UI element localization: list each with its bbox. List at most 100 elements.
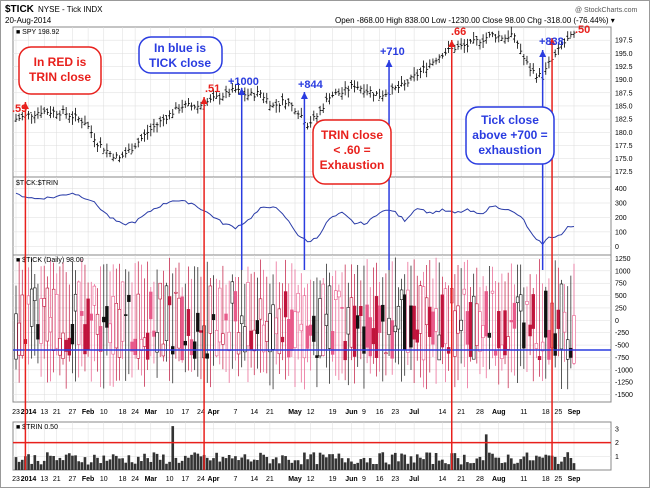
tick-body-174: [559, 283, 564, 350]
tick-body-0: [14, 313, 18, 360]
tick-body-28: [102, 316, 106, 323]
trin-bar-20: [77, 461, 81, 470]
mid-xtick-6: 10: [100, 409, 108, 416]
trin-bar-88: [290, 462, 294, 470]
tick-body-37: [130, 341, 134, 352]
tick-daily-panel: ■ $TICK (Daily) 98.00 1250 1000 750 500 250 0…: [12, 254, 633, 403]
trin-bar-59: [199, 456, 203, 470]
bot-xtick-31: 25: [554, 476, 562, 483]
trin-bar-58: [196, 453, 200, 470]
tick-body-86: [283, 291, 288, 318]
tick-body-66: [221, 333, 225, 345]
tick-body-27: [98, 326, 103, 352]
mid-xtick-24: Jul: [409, 409, 419, 416]
tick-body-141: [456, 305, 460, 334]
trin-bar-150: [484, 434, 488, 470]
trin-bar-27: [99, 463, 102, 470]
blue-box-1-frame: [138, 36, 223, 74]
red-box-2-line-1: TRIN close: [321, 128, 383, 142]
tick-body-82: [271, 304, 275, 350]
bot-xtick-7: 18: [119, 476, 127, 483]
trin-bar-12: [52, 456, 55, 470]
trin-bar-136: [441, 459, 444, 470]
spy-ytick-5: 185.0: [615, 103, 633, 110]
trin-bar-105: [343, 462, 347, 470]
tick-body-99: [324, 313, 329, 326]
ohlc-readout: Open -868.00 High 838.00 Low -1230.00 Cl…: [335, 16, 615, 25]
bot-xtick-6: 10: [100, 476, 108, 483]
trin-bar-62: [209, 460, 212, 470]
tick-body-125: [406, 289, 410, 353]
red-box-trin-close: In RED is TRIN close: [18, 46, 102, 95]
td-ytick-2: 750: [615, 281, 627, 288]
trin-bar-168: [541, 457, 544, 470]
tick-daily-candles: [14, 257, 576, 390]
tick-body-166: [534, 343, 539, 349]
tick-body-157: [506, 336, 510, 350]
trin-bar-140: [453, 453, 457, 470]
red-box-trin-exhaustion: TRIN close < .60 = Exhaustion: [312, 119, 392, 185]
trin-bar-130: [422, 459, 425, 470]
tick-body-31: [111, 296, 115, 355]
tick-body-147: [475, 303, 479, 346]
trin-bar-175: [563, 457, 566, 470]
bot-xtick-11: 17: [181, 476, 189, 483]
trin-bar-23: [86, 464, 90, 470]
spy-panel-label: ■ SPY 198.92: [16, 29, 60, 36]
trin-bar-148: [478, 456, 482, 470]
trin-bar-29: [105, 460, 109, 470]
trin-bar-46: [158, 459, 162, 470]
trin-bar-2: [20, 459, 24, 470]
mid-xtick-20: Jun: [345, 409, 357, 416]
mid-xtick-27: 28: [476, 409, 484, 416]
tick-body-89: [293, 311, 297, 349]
tick-body-19: [73, 293, 78, 312]
tick-body-58: [196, 312, 200, 332]
tick-body-26: [95, 313, 100, 335]
mid-xtick-12: 24: [197, 409, 205, 416]
tick-body-156: [503, 310, 507, 356]
mid-xtick-21: 9: [362, 409, 366, 416]
trin-bar-53: [180, 460, 184, 470]
bot-xtick-2: 13: [40, 476, 48, 483]
tick-body-23: [86, 298, 90, 350]
trin-bar-108: [353, 463, 356, 470]
tick-body-152: [490, 290, 495, 294]
trin-bar-28: [102, 455, 106, 470]
trin-bar-7: [36, 460, 40, 470]
trin-bar-109: [356, 462, 360, 470]
trin-bar-38: [133, 463, 137, 470]
trin-bar-114: [372, 464, 375, 470]
tick-body-95: [312, 315, 316, 342]
trin-bar-152: [491, 453, 494, 470]
mid-xtick-3: 21: [53, 409, 61, 416]
tick-body-103: [337, 290, 341, 298]
tick-body-22: [83, 324, 87, 355]
bot-xtick-32: Sep: [568, 476, 581, 483]
trin-bar-145: [469, 463, 472, 470]
trin-bar-40: [140, 461, 143, 470]
bot-xtick-16: 21: [266, 476, 274, 483]
date-label: 20-Aug-2014: [5, 16, 52, 25]
tick-body-11: [48, 317, 53, 333]
trin-bar-174: [560, 461, 563, 470]
tick-trin-y-axis: 400 300 200 100 0: [615, 186, 627, 251]
trin-bar-86: [284, 456, 287, 470]
trin-panel-label: ■ $TRIN 0.50: [16, 424, 58, 431]
tick-body-107: [349, 297, 354, 348]
mid-xtick-9: Mar: [145, 409, 158, 416]
tick-body-148: [478, 311, 482, 352]
mid-xtick-32: Sep: [568, 409, 581, 416]
mid-xtick-25: 14: [438, 409, 446, 416]
mid-xtick-22: 16: [376, 409, 384, 416]
bot-xtick-12: 24: [197, 476, 205, 483]
mid-xtick-13: Apr: [207, 409, 219, 416]
trin-bar-156: [503, 462, 507, 470]
bot-xtick-8: 24: [131, 476, 139, 483]
tick-body-12: [51, 288, 56, 351]
trin-bar-106: [346, 458, 350, 470]
blue-value-1: +1000: [228, 76, 259, 88]
tick-body-114: [371, 328, 376, 345]
bot-xtick-30: 18: [542, 476, 550, 483]
